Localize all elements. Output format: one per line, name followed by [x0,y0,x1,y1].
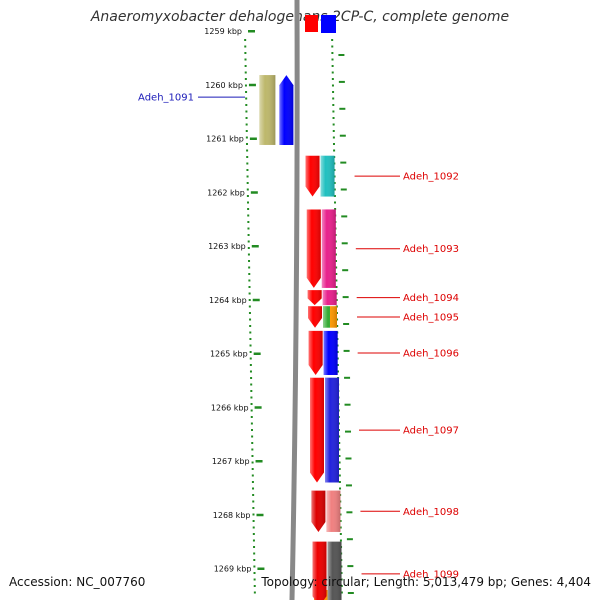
gene-arrow-shade [305,155,320,197]
axis-tick-label: 1261 kbp [206,135,244,144]
gene-label[interactable]: Adeh_1091 [138,93,194,104]
cog-box-shade [259,75,276,145]
gene-arrow-shade [307,290,322,306]
cog-box-shade [322,290,337,306]
gene-arrow-shade [308,330,323,375]
axis-tick [255,460,263,463]
cog-box-shade [325,377,340,483]
genome-backbone [289,0,300,600]
gene-arrow-shade [311,490,326,532]
gene-adeh_1092[interactable] [305,155,335,197]
partial-gene-top [305,15,318,32]
gene-adeh_1095[interactable] [308,306,338,328]
gene-arrow-shade [279,75,294,145]
axis-tick-label: 1266 kbp [211,403,249,412]
axis-tick-label: 1268 kbp [213,511,251,520]
dotted-track-left [244,39,256,594]
axis-tick [248,30,255,33]
gene-adeh_1099[interactable] [312,541,342,600]
axis-tick [257,567,265,570]
accession-text: Accession: NC_007760 [9,575,146,589]
gene-adeh_1097[interactable] [310,377,340,483]
axis-tick [254,406,262,409]
gene-label[interactable]: Adeh_1096 [403,348,459,359]
genome-summary-text: Topology: circular; Length: 5,013,479 bp… [261,575,591,589]
gene-adeh_1096[interactable] [308,330,338,375]
gene-adeh_1093[interactable] [306,209,336,288]
gene-label[interactable]: Adeh_1093 [403,244,459,255]
axis-tick [253,352,261,355]
gene-label[interactable]: Adeh_1097 [403,426,459,437]
axis-tick-label: 1265 kbp [210,350,248,359]
gene-label[interactable]: Adeh_1098 [403,507,459,518]
gene-label[interactable]: Adeh_1094 [403,293,459,304]
gene-label[interactable]: Adeh_1099 [403,569,459,580]
axis-tick-label: 1260 kbp [205,81,243,90]
cog-box-shade [321,209,336,288]
axis-tick-label: 1263 kbp [208,242,246,251]
partial-cog-top [321,15,336,33]
axis-tick-label: 1267 kbp [212,457,250,466]
cog-box-shade [323,330,338,375]
axis-tick [250,191,258,194]
cog-box-shade [326,490,341,532]
gene-adeh_1098[interactable] [311,490,341,532]
right-track-marks [338,54,354,594]
cog-box-shade [320,155,335,197]
axis-tick [248,83,256,87]
axis-tick [249,137,257,140]
axis-tick [256,513,264,517]
axis-tick-label: 1262 kbp [207,188,245,197]
gene-adeh_1094[interactable] [307,290,337,306]
cog-box-shade [327,541,342,600]
cog-box-shade [323,306,338,328]
axis-tick-label: 1269 kbp [214,565,252,574]
axis-tick [252,298,260,302]
gene-label[interactable]: Adeh_1095 [403,312,459,323]
gene-arrow-shade [312,541,327,600]
axis-tick [251,245,259,248]
map-title: Anaeromyxobacter dehalogenans 2CP-C, com… [90,9,510,25]
axis-tick-label: 1259 kbp [204,27,242,36]
axis-tick-label: 1264 kbp [209,296,247,305]
gene-arrow-shade [306,209,321,288]
gene-arrow-shade [308,306,323,328]
gene-adeh_1091[interactable] [259,75,294,145]
gene-label[interactable]: Adeh_1092 [403,172,459,183]
gene-arrow-shade [310,377,325,483]
